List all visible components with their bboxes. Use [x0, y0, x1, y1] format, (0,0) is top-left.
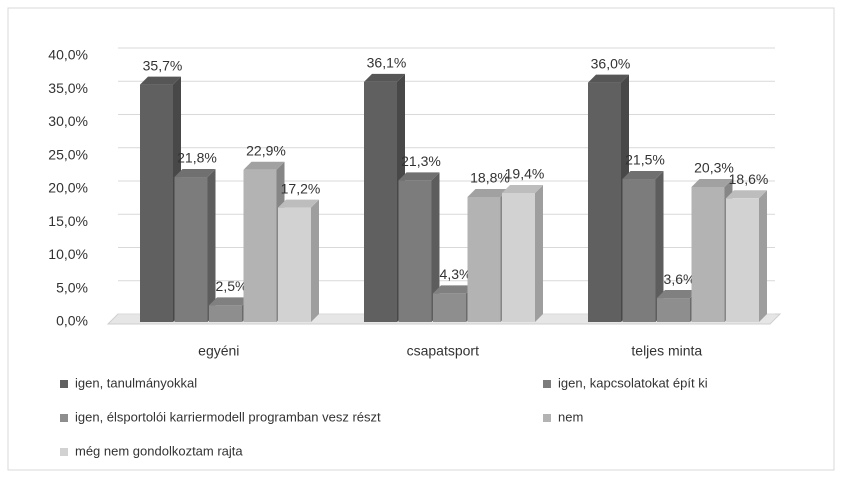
bar-top — [364, 73, 405, 82]
bar — [433, 293, 466, 322]
bar-top — [726, 190, 767, 199]
legend-label: nem — [558, 409, 583, 424]
data-label: 35,7% — [143, 57, 183, 73]
bar — [209, 305, 242, 322]
data-label: 4,3% — [440, 266, 472, 282]
legend-label: igen, élsportolói karriermodell programb… — [75, 409, 381, 424]
legend-swatch — [60, 414, 68, 422]
bar-side — [311, 199, 319, 322]
bar-top — [588, 74, 629, 83]
data-label: 21,5% — [625, 152, 665, 168]
legend-label: igen, tanulmányokkal — [75, 375, 197, 390]
data-label: 19,4% — [505, 166, 545, 182]
data-label: 3,6% — [664, 271, 696, 287]
bar — [726, 198, 759, 322]
x-tick-label: teljes minta — [631, 343, 702, 359]
y-tick-label: 15,0% — [48, 213, 88, 229]
bar-side — [655, 171, 664, 322]
bar-side — [759, 190, 767, 322]
bar — [467, 196, 501, 322]
bar — [364, 81, 397, 322]
bar — [691, 187, 725, 322]
bar-top — [243, 161, 285, 170]
data-label: 2,5% — [216, 278, 248, 294]
bar-top — [622, 171, 664, 180]
data-label: 21,8% — [177, 150, 217, 166]
legend-swatch — [543, 380, 551, 388]
y-tick-label: 0,0% — [56, 313, 88, 329]
data-label: 21,3% — [401, 153, 441, 169]
bar-side — [207, 169, 216, 322]
y-tick-label: 30,0% — [48, 113, 88, 129]
data-label: 18,6% — [729, 171, 769, 187]
bar-side — [431, 172, 440, 322]
x-tick-label: csapatsport — [407, 343, 479, 359]
bar-top — [278, 199, 319, 208]
bar — [398, 180, 432, 322]
bar — [657, 298, 690, 322]
legend-label: még nem gondolkoztam rajta — [75, 443, 243, 458]
x-tick-label: egyéni — [198, 343, 239, 359]
bar-top — [398, 172, 440, 181]
bar-top — [209, 297, 250, 306]
data-label: 22,9% — [246, 142, 286, 158]
data-label: 18,8% — [470, 170, 510, 186]
y-tick-label: 40,0% — [48, 47, 88, 63]
bar-top — [140, 76, 181, 85]
legend-swatch — [60, 448, 68, 456]
data-label: 17,2% — [281, 180, 321, 196]
bar-top — [467, 188, 509, 197]
chart-frame — [7, 7, 835, 471]
bar — [622, 179, 656, 322]
bar-side — [535, 184, 543, 322]
bar-top — [433, 285, 474, 294]
bar-top — [691, 179, 733, 188]
legend-swatch — [543, 414, 551, 422]
y-tick-label: 25,0% — [48, 146, 88, 162]
bar-top — [174, 169, 216, 178]
bar — [588, 82, 621, 322]
bar — [502, 192, 535, 322]
legend-label: igen, kapcsolatokat épít ki — [558, 375, 708, 390]
data-label: 36,0% — [591, 55, 631, 71]
bar-top — [502, 184, 543, 193]
y-tick-label: 20,0% — [48, 180, 88, 196]
bar — [174, 177, 208, 322]
data-label: 20,3% — [694, 160, 734, 176]
legend-swatch — [60, 380, 68, 388]
bar-top — [657, 290, 698, 299]
data-label: 36,1% — [367, 55, 407, 71]
y-tick-label: 5,0% — [56, 279, 88, 295]
y-tick-label: 35,0% — [48, 80, 88, 96]
bar — [243, 169, 277, 322]
bar — [140, 84, 173, 322]
y-tick-label: 10,0% — [48, 246, 88, 262]
bar — [278, 207, 311, 322]
